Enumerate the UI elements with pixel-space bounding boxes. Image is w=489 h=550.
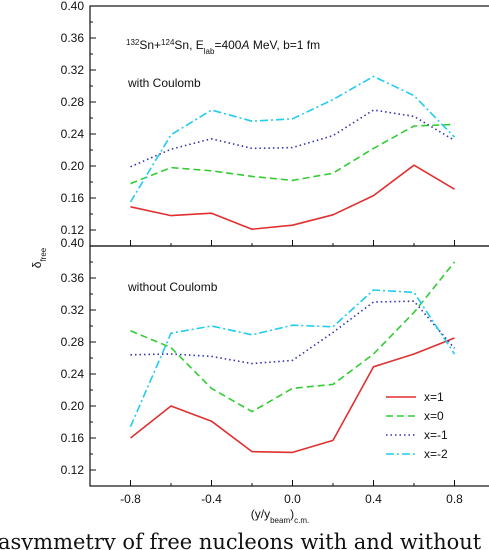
y-axis-title: δfree [30,247,48,268]
legend-label: x=-2 [424,447,448,461]
y-tick-label: 0.20 [61,159,85,173]
x-tick-label: -0.8 [120,492,141,506]
panel-with-coulomb: 0.12 0.16 0.20 0.24 0.28 0.32 0.36 0.40 132Sn+1… [61,0,489,247]
y-tick-label: 0.12 [61,223,85,237]
x-tick-label: 0.8 [446,492,463,506]
series-line-x=-1 [130,300,456,365]
legend-label: x=1 [424,390,444,404]
series-line-x=-2 [129,75,456,203]
x-tick-label: 0.4 [365,492,382,506]
panel-label-without-coulomb: without Coulomb [127,280,218,294]
y-tick-label: 0.16 [61,431,85,445]
legend: x=1 x=0 x=-1 x=-2 [386,390,448,461]
caption-fragment: asymmetry of free nucleons with and with… [0,530,482,550]
y-tick-label: 0.32 [61,303,85,317]
y-tick-label: 0.24 [61,127,85,141]
legend-label: x=0 [424,409,444,423]
legend-label: x=-1 [424,428,448,442]
y-tick-label: 0.24 [61,367,85,381]
y-tick-label: 0.12 [61,463,85,477]
y-tick-label: 0.28 [61,95,85,109]
y-tick-label: 0.40 [61,0,85,13]
chart-figure: 0.12 0.16 0.20 0.24 0.28 0.32 0.36 0.40 132Sn+1… [30,0,489,524]
series-line-x=1 [130,337,455,454]
series-line-x=0 [130,261,456,413]
series-line-x=0 [130,123,455,185]
panel-without-coulomb: 0.12 0.16 0.20 0.24 0.28 0.32 0.36 0.40 -0.8 -0.4… [61,236,489,506]
caption-strip: asymmetry of free nucleons with and with… [0,524,489,550]
y-tick-label: 0.32 [61,63,85,77]
y-tick-label: 0.20 [61,399,85,413]
reaction-annotation: 132Sn+124Sn, Elab=400A MeV, b=1 fm [126,38,320,56]
y-tick-label: 0.40 [61,236,85,250]
x-axis-title: (y/ybeam)c.m. [251,507,309,524]
y-tick-label: 0.36 [61,271,85,285]
panel-label-with-coulomb: with Coulomb [127,76,201,90]
x-tick-label: 0.0 [284,492,301,506]
series-line-x=-2 [129,289,456,428]
y-tick-label: 0.16 [61,191,85,205]
series-line-x=1 [130,164,455,230]
x-tick-label: -0.4 [201,492,222,506]
y-tick-label: 0.36 [61,31,85,45]
y-tick-label: 0.28 [61,335,85,349]
